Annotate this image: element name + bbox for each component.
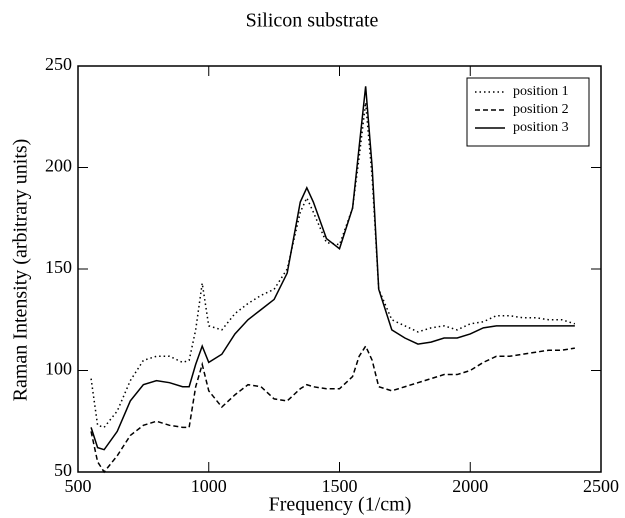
y-tick-label: 150: [45, 257, 72, 277]
legend-label: position 2: [513, 102, 569, 117]
y-tick-label: 50: [54, 460, 72, 480]
legend-box: [466, 77, 590, 147]
legend-label: position 1: [513, 84, 569, 99]
legend-label: position 3: [513, 120, 569, 135]
data-line: [90, 102, 576, 429]
data-line: [90, 86, 575, 451]
x-tick-label: 1500: [322, 476, 358, 496]
chart-title: Silicon substrate: [246, 10, 379, 32]
y-tick-label: 250: [45, 54, 72, 74]
data-line: [90, 344, 575, 474]
x-tick-label: 2500: [583, 476, 619, 496]
x-tick-label: 1000: [191, 476, 227, 496]
y-tick-label: 200: [45, 156, 72, 176]
y-tick-label: 100: [45, 359, 72, 379]
x-axis-label: Frequency (1/cm): [269, 494, 412, 516]
x-tick-label: 2000: [452, 476, 488, 496]
x-tick-label: 500: [65, 476, 92, 496]
y-axis-label: Raman Intensity (arbitrary units): [10, 139, 32, 402]
